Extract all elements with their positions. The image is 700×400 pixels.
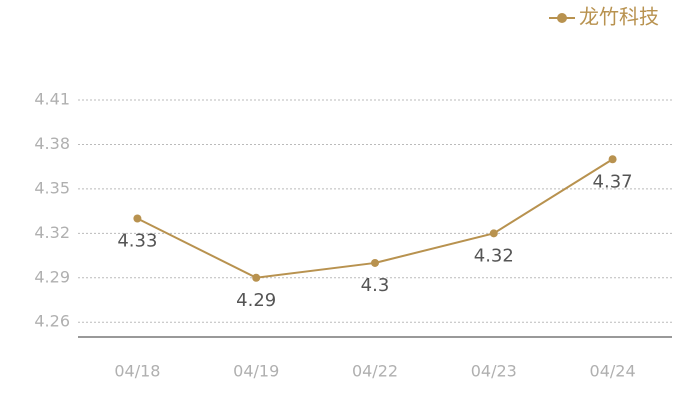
point xyxy=(133,214,142,223)
value-label: 4.32 xyxy=(474,245,514,266)
x-tick-label: 04/19 xyxy=(233,362,279,381)
value-label: 4.29 xyxy=(236,290,276,311)
value-label: 4.37 xyxy=(593,171,633,192)
y-tick-label: 4.41 xyxy=(34,90,70,109)
x-tick-label: 04/22 xyxy=(352,362,398,381)
x-tick-label: 04/24 xyxy=(590,362,636,381)
point xyxy=(371,258,379,267)
y-tick-label: 4.35 xyxy=(34,178,70,197)
legend-label: 龙竹科技 xyxy=(579,5,659,29)
value-label: 4.3 xyxy=(361,275,390,296)
y-tick-label: 4.38 xyxy=(34,134,70,153)
point xyxy=(489,229,498,238)
y-tick-label: 4.32 xyxy=(34,223,70,242)
x-tick-label: 04/23 xyxy=(471,362,517,381)
legend-marker xyxy=(557,13,567,23)
point xyxy=(608,155,617,164)
point xyxy=(252,273,261,282)
x-tick-label: 04/18 xyxy=(114,362,160,381)
y-tick-label: 4.29 xyxy=(34,267,70,286)
value-label: 4.33 xyxy=(117,231,157,252)
y-tick-label: 4.26 xyxy=(34,312,70,331)
